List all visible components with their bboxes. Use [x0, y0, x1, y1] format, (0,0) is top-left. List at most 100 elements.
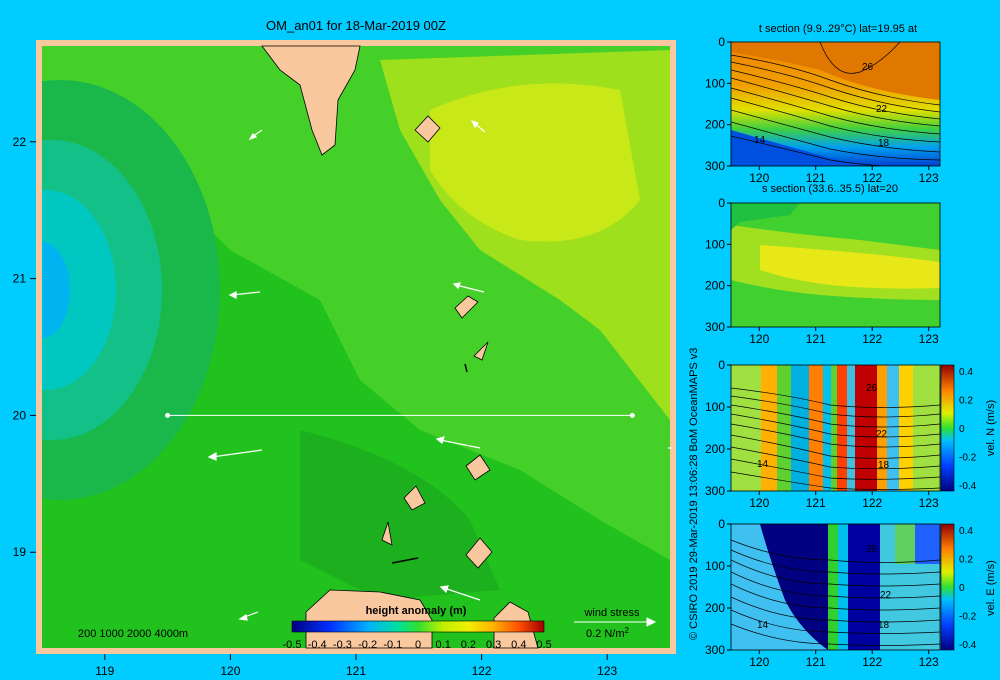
colorbar-title: height anomaly (m) — [366, 605, 467, 617]
vel-e-panel: 26 22 18 14 — [731, 524, 940, 650]
colorbar-tick-label: -0.2 — [358, 639, 377, 651]
wind-legend-arrow — [574, 617, 657, 627]
section-x-tick-label: 121 — [806, 171, 826, 185]
main-x-axis: 119 120 121 122 123 — [95, 654, 618, 678]
y-tick-label: 21 — [13, 272, 27, 286]
section-y-tick-label: 100 — [705, 237, 725, 251]
vel-colorbar-tick-label: 0 — [959, 424, 965, 435]
t-section-panel: 26 22 18 14 — [731, 42, 940, 166]
section-frame — [730, 364, 941, 492]
section-y-tick-label: 300 — [705, 159, 725, 173]
colorbar-tick-label: 0.3 — [486, 639, 501, 651]
vel-colorbar-tick-label: -0.2 — [959, 612, 977, 623]
vel-colorbar-tick-label: 0.2 — [959, 555, 973, 566]
t-section-title: t section (9.9..29°C) lat=19.95 at — [759, 23, 917, 35]
e-contour-label: 26 — [866, 544, 878, 555]
vel-colorbar-tick-label: 0 — [959, 583, 965, 594]
section-x-tick-label: 123 — [919, 332, 939, 346]
colorbar-tick-label: 0.4 — [511, 639, 526, 651]
main-y-axis: 22 21 20 19 — [13, 135, 36, 559]
x-tick-label: 121 — [346, 664, 366, 678]
copyright-text: © CSIRO 2019 29-Mar-2019 13:06:28 BoM Oc… — [688, 348, 700, 640]
section-y-tick-label: 100 — [705, 76, 725, 90]
main-title: OM_an01 for 18-Mar-2019 00Z — [266, 18, 446, 33]
vel-colorbar-tick-label: -0.2 — [959, 453, 977, 464]
section-axes: 120 121 122 123 0 100 200 300 120 121 122 123 0 100 20… — [705, 35, 977, 669]
t-contour-label: 22 — [876, 104, 888, 115]
section-frame — [730, 202, 941, 328]
section-x-tick-label: 120 — [749, 496, 769, 510]
e-contour-label: 14 — [757, 620, 769, 631]
t-contour-label: 26 — [862, 62, 874, 73]
section-x-tick-label: 120 — [749, 332, 769, 346]
colorbar-tick-label: -0.3 — [333, 639, 352, 651]
section-x-tick-label: 121 — [806, 655, 826, 669]
section-y-tick-label: 300 — [705, 320, 725, 334]
section-x-tick-label: 122 — [862, 332, 882, 346]
colorbar-ticks: -0.5 -0.4 -0.3 -0.2 -0.1 0 0.1 0.2 0.3 0.4 0.5 — [283, 639, 552, 651]
vel-colorbar-tick-label: -0.4 — [959, 481, 977, 492]
colorbar-tick-label: 0.5 — [536, 639, 551, 651]
n-contour-label: 14 — [757, 459, 769, 470]
depth-legend: 200 1000 2000 4000m — [78, 628, 188, 640]
x-tick-label: 123 — [597, 664, 617, 678]
section-y-tick-label: 0 — [718, 35, 725, 49]
colorbar-tick-label: -0.5 — [283, 639, 302, 651]
section-x-tick-label: 120 — [749, 171, 769, 185]
vel-e-label: vel. E (m/s) — [985, 560, 997, 616]
section-y-tick-label: 300 — [705, 643, 725, 657]
vel-colorbar-tick-label: 0.4 — [959, 367, 973, 378]
section-y-tick-label: 200 — [705, 442, 725, 456]
section-y-tick-label: 0 — [718, 196, 725, 210]
t-contour-label: 18 — [878, 138, 890, 149]
vel-colorbar-tick-label: 0.4 — [959, 526, 973, 537]
section-x-tick-label: 121 — [806, 332, 826, 346]
section-y-tick-label: 200 — [705, 279, 725, 293]
wind-arrows — [207, 119, 672, 621]
section-y-tick-label: 100 — [705, 400, 725, 414]
y-tick-label: 22 — [13, 135, 27, 149]
section-y-tick-label: 0 — [718, 517, 725, 531]
section-x-tick-label: 122 — [862, 496, 882, 510]
wind-legend-label: wind stress — [583, 607, 640, 619]
n-contour-label: 18 — [878, 460, 890, 471]
n-contour-label: 22 — [876, 429, 888, 440]
section-y-tick-label: 0 — [718, 358, 725, 372]
section-line-start — [165, 412, 171, 418]
section-y-tick-label: 300 — [705, 484, 725, 498]
wind-legend-value: 0.2 N/m2 — [586, 626, 630, 640]
colorbar — [291, 620, 545, 633]
section-x-tick-label: 122 — [862, 171, 882, 185]
vel-colorbar-tick-label: -0.4 — [959, 640, 977, 651]
e-contour-label: 22 — [880, 590, 892, 601]
map-field — [42, 46, 670, 648]
section-line-end — [629, 412, 635, 418]
colorbar-tick-label: -0.4 — [308, 639, 327, 651]
colorbar-tick-label: 0 — [415, 639, 421, 651]
section-x-tick-label: 120 — [749, 655, 769, 669]
section-frame — [730, 523, 941, 651]
y-tick-label: 20 — [13, 408, 27, 422]
e-contour-label: 18 — [878, 620, 890, 631]
section-y-tick-label: 200 — [705, 118, 725, 132]
section-x-tick-label: 123 — [919, 171, 939, 185]
colorbar-tick-label: -0.1 — [383, 639, 402, 651]
vel-e-colorbar — [940, 523, 955, 651]
x-tick-label: 119 — [95, 664, 114, 678]
section-frame — [730, 41, 941, 167]
section-y-tick-label: 200 — [705, 601, 725, 615]
t-contour-label: 14 — [754, 135, 766, 146]
x-tick-label: 120 — [220, 664, 240, 678]
s-section-title: s section (33.6..35.5) lat=20 — [762, 183, 898, 195]
vel-colorbar-tick-label: 0.2 — [959, 396, 973, 407]
vel-n-label: vel. N (m/s) — [985, 400, 997, 456]
x-tick-label: 122 — [472, 664, 492, 678]
vel-n-panel: 26 22 18 14 — [731, 365, 940, 491]
colorbar-tick-label: 0.2 — [461, 639, 476, 651]
n-contour-label: 26 — [866, 383, 878, 394]
colorbar-tick-label: 0.1 — [436, 639, 451, 651]
section-x-tick-label: 121 — [806, 496, 826, 510]
section-x-tick-label: 123 — [919, 496, 939, 510]
depth-contours — [391, 363, 468, 564]
